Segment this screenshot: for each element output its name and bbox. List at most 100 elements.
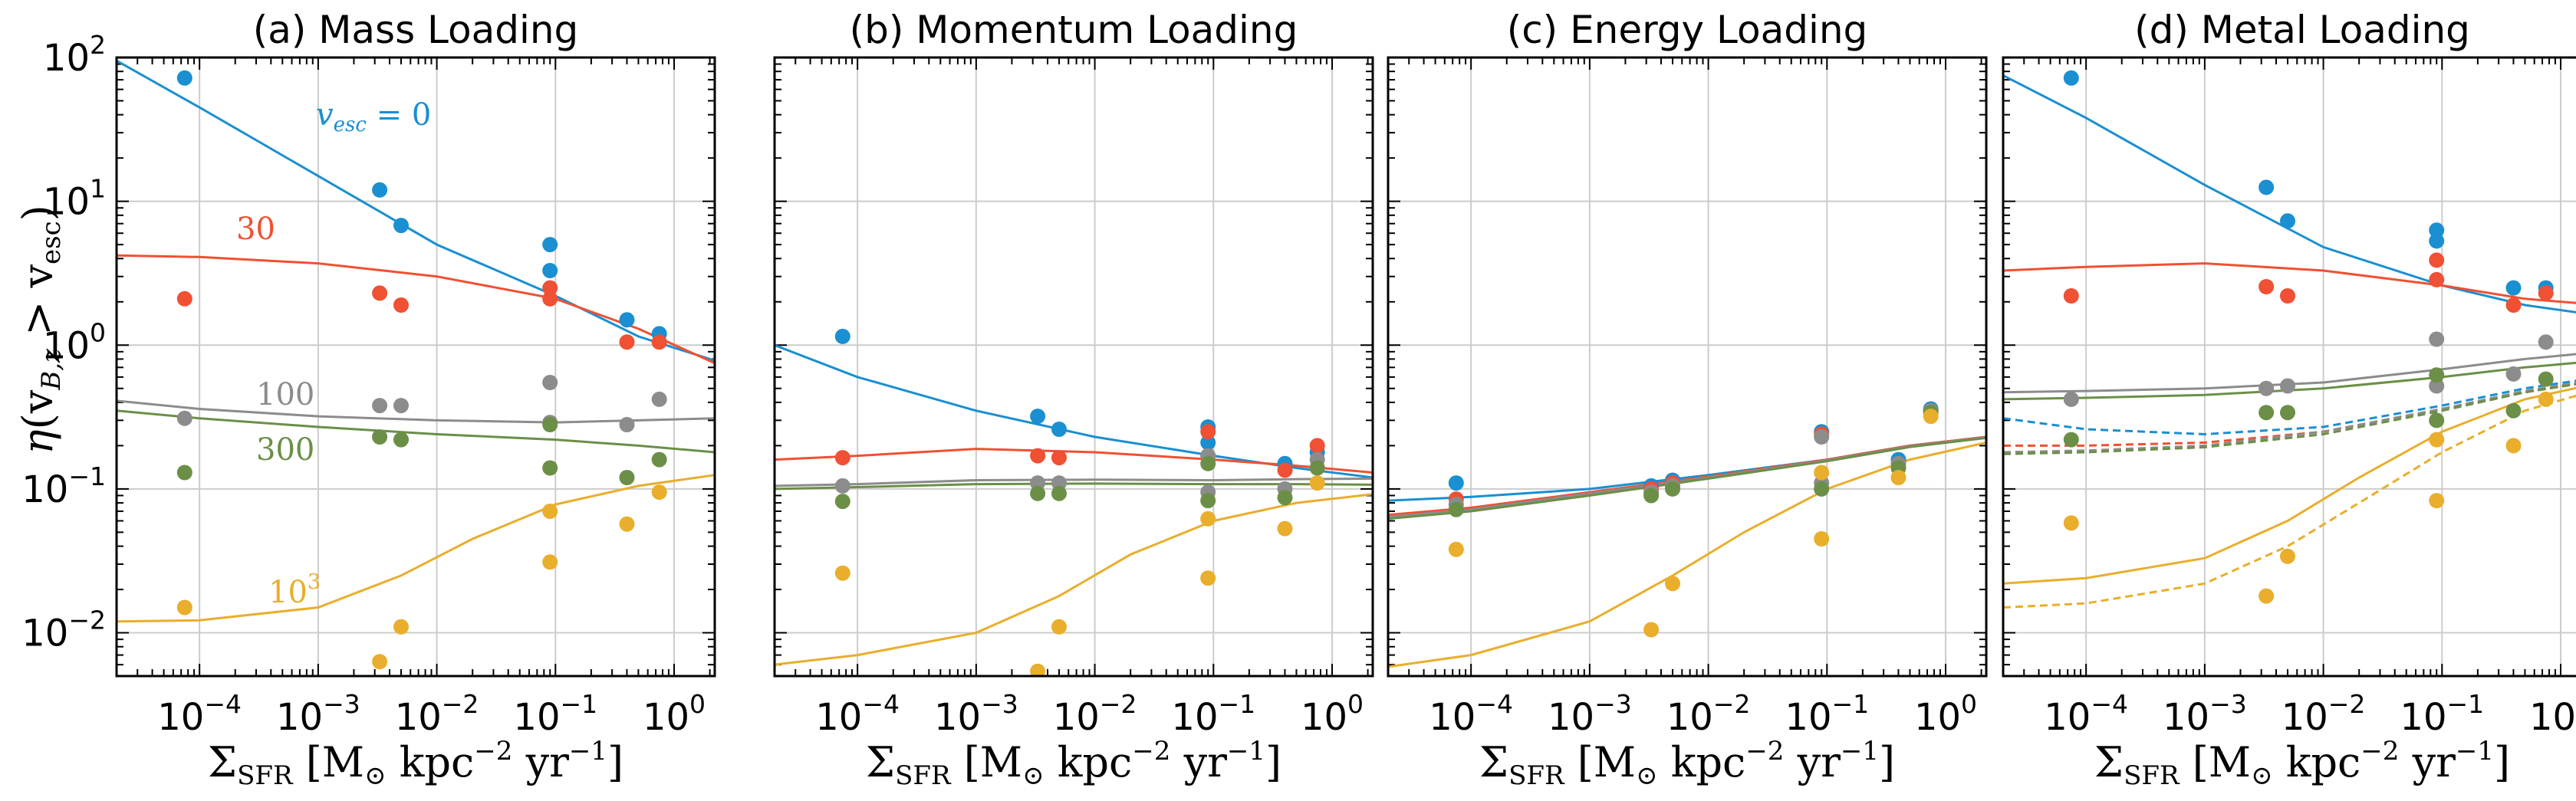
data-point-v0 <box>619 312 635 328</box>
x-tick-label: 10−1 <box>2400 689 2484 739</box>
y-tick-label-exp: 1 <box>90 174 106 204</box>
data-point-v100 <box>1051 475 1067 491</box>
x-tick-label: 10−2 <box>1666 689 1751 739</box>
x-tick-label-base: 10 <box>2529 696 2576 739</box>
data-point-v300 <box>2280 405 2295 421</box>
x-label-yr-exp: −1 <box>569 736 607 767</box>
data-point-v1000 <box>1309 475 1325 491</box>
x-label-unit-m: [M <box>1564 738 1637 786</box>
data-point-v0 <box>542 237 558 253</box>
data-point-v300 <box>176 465 192 481</box>
data-point-v0 <box>1051 422 1067 437</box>
y-tick-label-base: 10 <box>21 612 68 655</box>
x-tick-label: 10−4 <box>1429 689 1513 739</box>
x-tick-label-exp: −2 <box>442 689 479 719</box>
data-point-v1000 <box>1814 465 1830 481</box>
x-label-sub: SFR <box>1508 760 1565 791</box>
data-point-v1000 <box>1665 576 1680 592</box>
y-label-end: ) <box>14 205 62 221</box>
data-point-v1000 <box>2429 493 2445 509</box>
data-point-v1000 <box>1051 619 1067 635</box>
curves <box>117 59 715 623</box>
data-point-v1000 <box>542 504 558 519</box>
x-tick-label: 10−3 <box>2163 689 2247 739</box>
data-point-v100 <box>393 398 409 414</box>
x-label-kpc-exp: −2 <box>1132 736 1170 767</box>
panel-frame <box>115 56 716 678</box>
data-point-v100 <box>2429 331 2445 347</box>
data-point-v0 <box>2505 280 2522 296</box>
data-point-v300 <box>1814 481 1830 497</box>
label-30: 30 <box>236 212 275 247</box>
x-label-sub: SFR <box>895 760 952 791</box>
x-axis-label: ΣSFR [M⊙ kpc−2 yr−1] <box>208 736 623 791</box>
x-axis-label: ΣSFR [M⊙ kpc−2 yr−1] <box>2094 736 2510 791</box>
data-point-v100 <box>834 478 850 494</box>
data-point-v30 <box>619 334 635 350</box>
y-label-eta: η <box>14 429 62 454</box>
data-point-v30 <box>1200 424 1216 440</box>
x-tick-label-base: 10 <box>643 696 689 739</box>
data-point-v1000 <box>2538 391 2554 407</box>
x-tick-label-exp: −4 <box>862 689 900 719</box>
data-point-v30 <box>393 297 409 313</box>
curve-v30 <box>117 254 715 365</box>
x-tick-label-base: 10 <box>1301 696 1347 739</box>
data-point-v30 <box>1030 448 1046 464</box>
gridlines <box>117 57 715 676</box>
y-tick-label: 101 <box>43 174 106 224</box>
x-tick-label-base: 10 <box>2400 696 2446 739</box>
data-point-v30 <box>372 285 388 301</box>
x-tick-label: 10−1 <box>513 689 597 739</box>
x-tick-label-base: 10 <box>2163 696 2209 739</box>
data-point-v0 <box>2063 70 2079 86</box>
data-point-v1000 <box>834 565 850 581</box>
x-tick-label: 10−3 <box>934 689 1018 739</box>
gridlines <box>2003 57 2576 676</box>
data-point-v100 <box>2505 366 2522 382</box>
data-point-v300 <box>2063 432 2079 448</box>
x-tick-label-base: 10 <box>2282 696 2328 739</box>
x-tick-label-base: 10 <box>1429 696 1476 739</box>
data-point-v1000 <box>176 599 192 616</box>
data-point-v300 <box>1448 501 1464 517</box>
x-tick-label-exp: −3 <box>2209 689 2247 719</box>
curve-v0 <box>117 59 715 362</box>
panel-frame <box>2002 56 2576 678</box>
x-label-yr-exp: −1 <box>2456 736 2494 767</box>
data-point-v1000 <box>2429 432 2445 448</box>
panel-title: (c) Energy Loading <box>1507 8 1868 52</box>
x-tick-label: 100 <box>643 689 706 739</box>
x-tick-label-base: 10 <box>1785 696 1831 739</box>
data-point-v1000 <box>1643 622 1660 638</box>
label-vesc-v: v <box>316 97 334 133</box>
x-tick-label-exp: −2 <box>2328 689 2366 719</box>
data-point-v300 <box>651 451 667 468</box>
x-tick-label-exp: −1 <box>561 689 598 719</box>
x-tick-label-exp: −2 <box>1713 689 1751 719</box>
ticks <box>1387 57 1986 677</box>
data-point-v300 <box>1200 493 1216 509</box>
svg-text:η(vB,z > vesc): η(vB,z > vesc) <box>14 205 67 454</box>
curve-v100 <box>2003 353 2576 394</box>
data-point-v300 <box>542 460 558 476</box>
panel-frame <box>1387 56 1988 678</box>
x-axis-label: ΣSFR [M⊙ kpc−2 yr−1] <box>1479 736 1895 791</box>
data-point-v1000 <box>372 654 388 670</box>
data-point-v0 <box>176 70 192 86</box>
data-point-v100 <box>619 417 635 432</box>
x-label-yr: yr <box>2399 738 2456 786</box>
data-point-v0 <box>2280 213 2295 229</box>
x-tick-label-base: 10 <box>276 696 323 739</box>
x-label-kpc: kpc <box>2273 738 2361 786</box>
x-tick-label: 10−4 <box>2044 689 2128 739</box>
data-point-v300 <box>1277 490 1293 506</box>
curve-v0 <box>2003 74 2576 314</box>
data-point-v30 <box>2538 285 2554 301</box>
data-point-v1000 <box>2280 548 2295 564</box>
y-tick-label-exp: 2 <box>90 30 106 60</box>
